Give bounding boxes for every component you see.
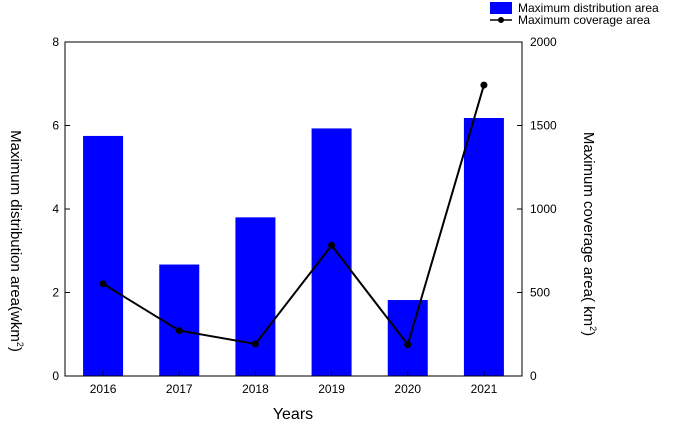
legend: Maximum distribution area Maximum covera… <box>490 1 659 27</box>
left-tick-label: 8 <box>52 35 59 49</box>
right-axis-title-sup: 2 <box>588 326 598 331</box>
x-axis-title: Years <box>273 406 313 423</box>
plot-frame <box>64 41 523 377</box>
x-tick-label: 2019 <box>318 382 345 396</box>
bar-2017 <box>159 264 200 376</box>
coverage-point-2019 <box>328 241 336 249</box>
x-axis-ticks: 2016 2017 2018 2019 2020 2021 <box>90 371 498 396</box>
right-tick-label: 2000 <box>530 35 557 49</box>
left-tick-label: 6 <box>52 119 59 133</box>
legend-marker-coverage <box>498 17 504 23</box>
left-tick-label: 4 <box>52 202 59 216</box>
right-axis-title-end: ) <box>580 331 597 336</box>
right-axis-title-main: Maximum coverage area( km <box>580 132 597 326</box>
legend-swatch-distribution <box>490 2 512 14</box>
bar-series <box>83 117 504 377</box>
coverage-point-2018 <box>251 340 259 348</box>
coverage-point-2016 <box>99 280 107 288</box>
left-axis-ticks: 0 2 4 6 8 <box>52 35 70 383</box>
x-tick-label: 2020 <box>394 382 421 396</box>
x-tick-label: 2017 <box>166 382 193 396</box>
left-axis-title-sup: 2 <box>15 342 25 347</box>
coverage-point-2021 <box>480 81 488 89</box>
left-axis-title-main: Maximum distribution area(wkm <box>7 130 24 342</box>
x-tick-label: 2021 <box>471 382 498 396</box>
left-tick-label: 2 <box>52 286 59 300</box>
bar-2018 <box>235 217 276 376</box>
right-tick-label: 1500 <box>530 119 557 133</box>
coverage-point-2020 <box>404 341 412 349</box>
x-tick-label: 2016 <box>90 382 117 396</box>
line-series <box>99 81 488 349</box>
right-tick-label: 500 <box>530 286 550 300</box>
coverage-line <box>102 84 485 347</box>
x-tick-label: 2018 <box>242 382 269 396</box>
left-axis-title: Maximum distribution area(wkm2) <box>7 130 25 352</box>
bar-2021 <box>463 117 504 377</box>
bar-2020 <box>387 300 428 376</box>
left-axis-title-end: ) <box>7 347 24 352</box>
bar-2016 <box>83 135 124 376</box>
right-axis-ticks: 0 500 1000 1500 2000 <box>517 35 557 383</box>
legend-label-distribution: Maximum distribution area <box>518 1 659 15</box>
coverage-point-2017 <box>175 327 183 335</box>
left-tick-label: 0 <box>52 369 59 383</box>
bar-2019 <box>311 128 352 376</box>
right-axis-title: Maximum coverage area( km2) <box>580 132 598 336</box>
legend-label-coverage: Maximum coverage area <box>518 13 650 27</box>
right-tick-label: 1000 <box>530 202 557 216</box>
right-tick-label: 0 <box>530 369 537 383</box>
